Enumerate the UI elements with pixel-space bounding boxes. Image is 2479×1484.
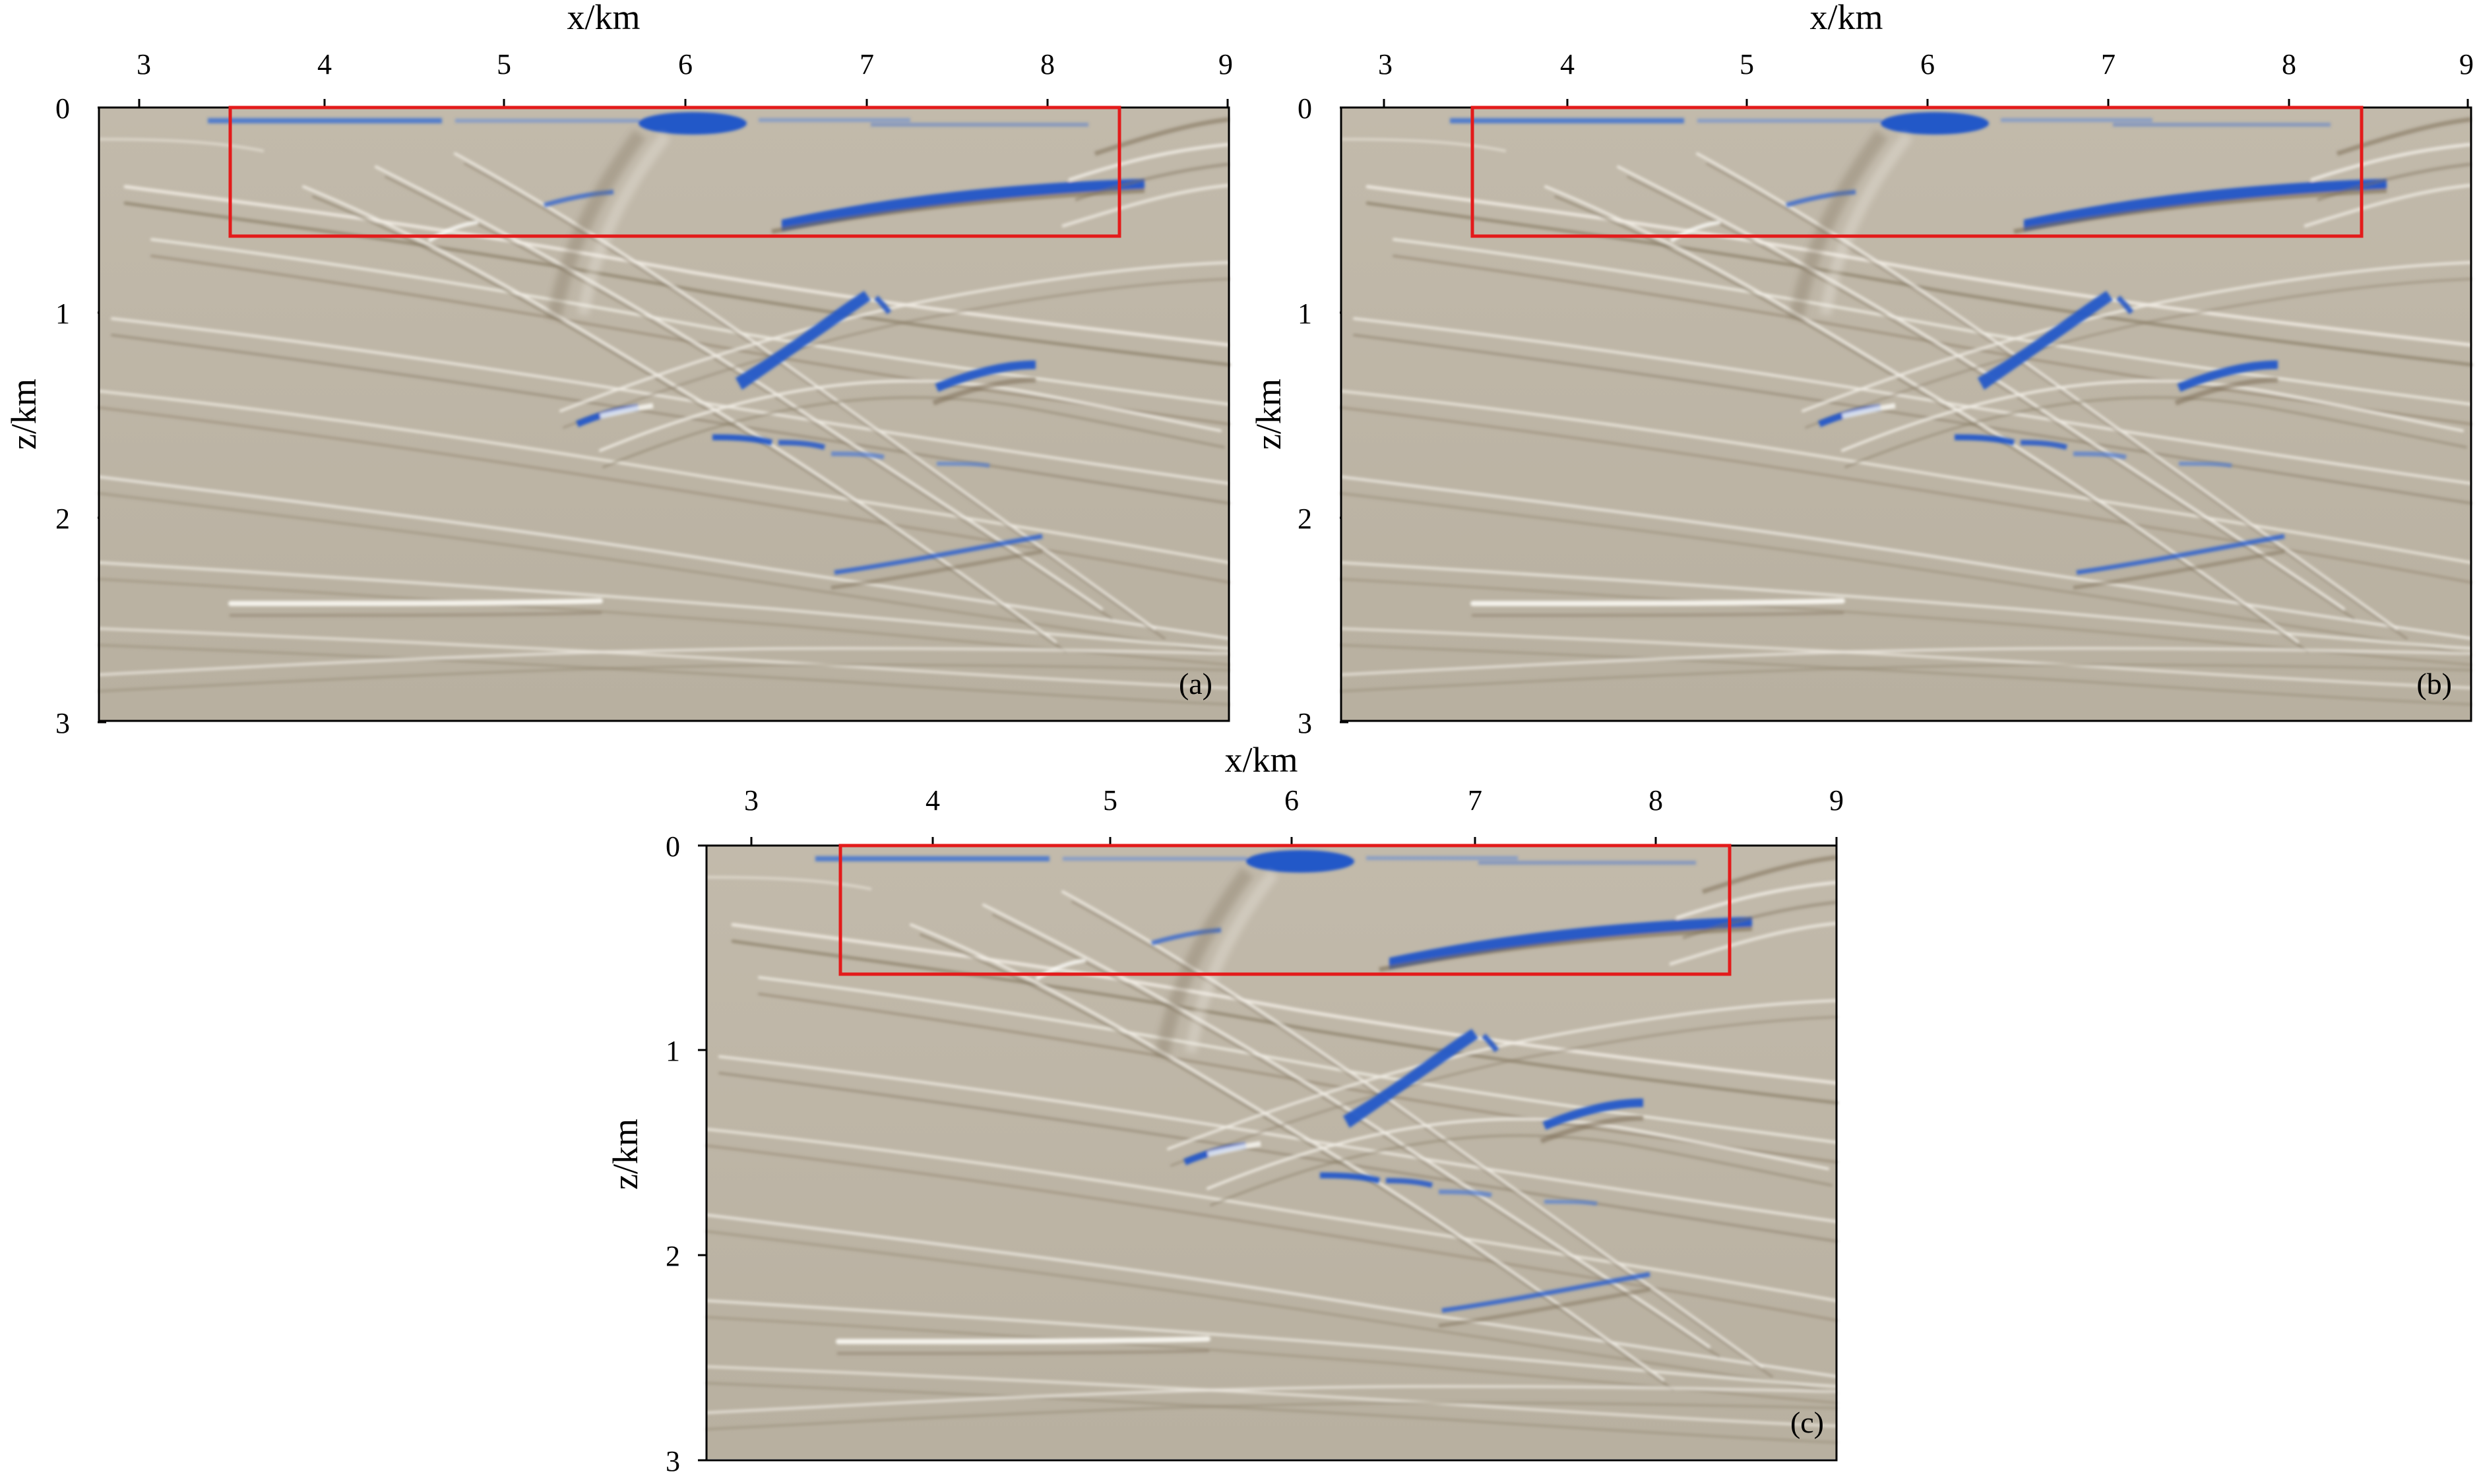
x-tick-c-7: 7	[1468, 784, 1482, 817]
y-tick-b-2: 2	[1298, 503, 1312, 535]
x-tick-b-6: 6	[1920, 48, 1935, 80]
x-axis-ticks-b: 3 4 5 6 7 8 9	[1378, 48, 2474, 108]
x-tick-c-8: 8	[1648, 784, 1663, 817]
highlight-box-a	[228, 106, 1121, 238]
y-axis-ticks-a: 0 1 2 3	[55, 92, 106, 739]
seismic-image-c	[706, 846, 1836, 1460]
y-tick-b-3: 3	[1298, 707, 1312, 739]
x-tick-b-8: 8	[2282, 48, 2296, 80]
x-tick-b-9: 9	[2459, 48, 2474, 80]
x-tick-c-5: 5	[1103, 784, 1117, 817]
y-tick-a-3: 3	[55, 707, 70, 739]
y-tick-c-1: 1	[666, 1035, 680, 1067]
y-axis-ticks-c: 0 1 2 3	[666, 830, 706, 1477]
x-tick-a-6: 6	[678, 48, 693, 80]
panel-label-b: (b)	[2416, 667, 2452, 700]
y-axis-title-a: z/km	[4, 379, 44, 450]
x-tick-a-9: 9	[1218, 48, 1233, 80]
highlight-box-c	[838, 844, 1732, 976]
y-tick-b-1: 1	[1298, 297, 1312, 330]
x-tick-b-5: 5	[1740, 48, 1754, 80]
y-tick-a-1: 1	[55, 297, 70, 330]
x-axis-title-b: x/km	[1809, 0, 1883, 37]
x-tick-a-7: 7	[860, 48, 874, 80]
x-tick-c-9: 9	[1829, 784, 1844, 817]
y-tick-c-2: 2	[666, 1240, 680, 1272]
seismic-image-b	[1341, 108, 2471, 721]
highlight-box-b	[1470, 106, 2364, 238]
y-tick-c-3: 3	[666, 1445, 680, 1477]
y-tick-a-0: 0	[55, 92, 70, 125]
x-axis-ticks-c: 3 4 5 6 7 8 9	[744, 784, 1844, 846]
y-axis-title-b: z/km	[1249, 379, 1288, 450]
x-tick-c-6: 6	[1284, 784, 1299, 817]
panel-a: x/km z/km 3 4 5 6 7 8 9 0 1 2 3	[4, 0, 1233, 739]
x-tick-b-3: 3	[1378, 48, 1393, 80]
x-tick-c-3: 3	[744, 784, 759, 817]
panel-c: x/km z/km 3 4 5 6 7 8 9 0 1 2 3	[606, 740, 1844, 1477]
x-tick-c-4: 4	[926, 784, 940, 817]
seismic-image-a	[99, 108, 1229, 721]
x-tick-b-7: 7	[2101, 48, 2116, 80]
y-tick-a-2: 2	[55, 503, 70, 535]
x-tick-a-8: 8	[1040, 48, 1055, 80]
x-axis-ticks-a: 3 4 5 6 7 8 9	[137, 48, 1233, 108]
x-axis-title-a: x/km	[567, 0, 640, 37]
y-tick-c-0: 0	[666, 830, 680, 863]
panel-label-c: (c)	[1790, 1406, 1824, 1439]
x-tick-a-3: 3	[137, 48, 151, 80]
x-tick-a-4: 4	[317, 48, 332, 80]
x-tick-b-4: 4	[1560, 48, 1575, 80]
x-axis-title-c: x/km	[1224, 740, 1298, 780]
y-axis-title-c: z/km	[606, 1119, 645, 1190]
panel-b: x/km z/km 3 4 5 6 7 8 9 0 1 2 3	[1249, 0, 2474, 739]
x-tick-a-5: 5	[497, 48, 511, 80]
y-axis-ticks-b: 0 1 2 3	[1298, 92, 1348, 739]
panel-label-a: (a)	[1179, 667, 1212, 700]
y-tick-b-0: 0	[1298, 92, 1312, 125]
